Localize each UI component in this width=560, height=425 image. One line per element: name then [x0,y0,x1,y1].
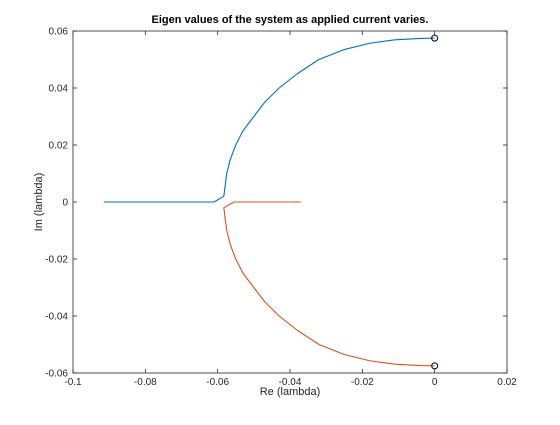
x-tick-label: -0.06 [206,377,229,388]
x-tick-label: 0.02 [497,377,517,388]
y-tick-label: 0.04 [49,84,69,95]
y-tick-label: 0.02 [49,141,69,152]
y-tick-label: -0.04 [45,312,68,323]
y-tick-label: 0 [62,198,68,209]
x-tick-label: 0 [432,377,438,388]
y-tick-label: -0.02 [45,255,68,266]
y-tick-label: 0.06 [49,27,69,38]
y-axis-label: Im (lambda) [33,173,45,232]
x-tick-label: -0.02 [351,377,374,388]
x-axis-label: Re (lambda) [260,386,321,398]
chart-title: Eigen values of the system as applied cu… [152,14,429,26]
y-tick-label: -0.06 [45,369,68,380]
x-tick-label: -0.08 [134,377,157,388]
